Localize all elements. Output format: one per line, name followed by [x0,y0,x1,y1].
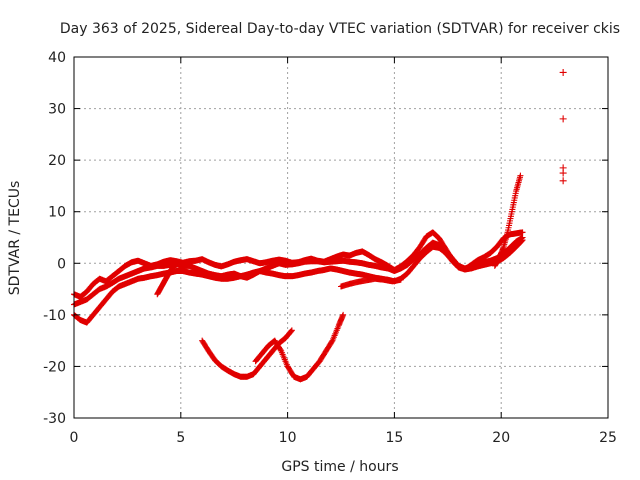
data-point [519,237,526,244]
data-point-fill [328,338,335,345]
y-axis-label: SDTVAR / TECUs [7,181,23,296]
x-axis-label: GPS time / hours [281,459,398,475]
data-point [517,172,524,179]
data-point [397,276,404,283]
ticks-layer: 0 5 10 15 20 25 -30 -20 -10 0 10 20 30 40 [43,50,617,446]
data-point-fill [277,346,284,353]
x-tick-label: 10 [279,430,297,446]
data-point [340,311,347,318]
x-tick-label: 0 [70,430,79,446]
outlier-point [559,68,567,76]
y-tick-label: 20 [48,153,66,169]
data-point [175,260,182,267]
chart-title: Day 363 of 2025, Sidereal Day-to-day VTE… [60,21,620,37]
y-tick-label: -30 [43,411,66,427]
x-tick-label: 20 [492,430,510,446]
y-tick-label: 40 [48,50,66,66]
data-point [288,327,295,334]
outlier-point [559,177,567,185]
outlier-point [559,115,567,123]
data-point-fill [518,237,525,244]
data-point-fill [288,328,295,335]
y-tick-label: 10 [48,205,66,221]
y-tick-label: 0 [57,256,66,272]
x-tick-label: 15 [385,430,403,446]
data-points-layer [71,68,567,383]
y-tick-label: 30 [48,102,66,118]
plot-frame [73,56,609,419]
x-tick-label: 25 [599,430,617,446]
grid-layer [74,57,608,418]
x-tick-label: 5 [176,430,185,446]
data-point [519,229,526,236]
outlier-point [559,169,567,177]
y-tick-label: -10 [43,308,66,324]
y-tick-label: -20 [43,359,66,375]
